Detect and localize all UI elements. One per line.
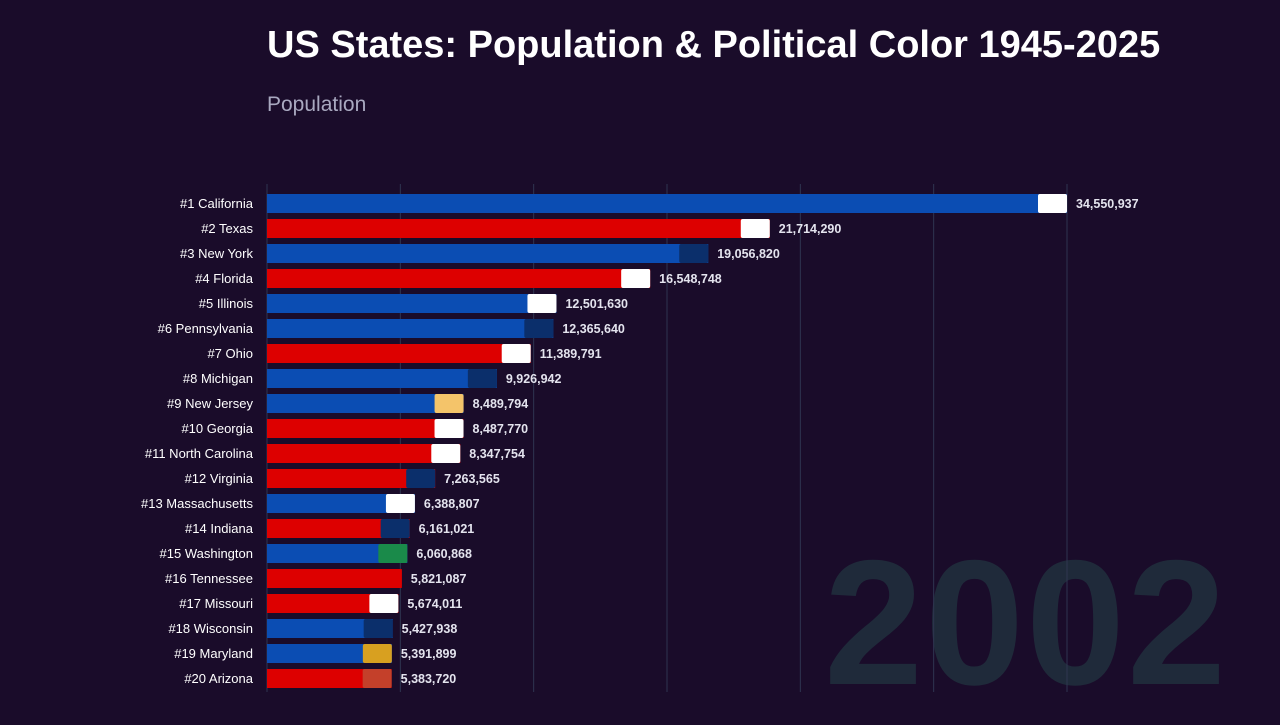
bar-label: #12 Virginia	[185, 471, 254, 486]
bar	[267, 344, 531, 363]
flag-icon	[431, 444, 461, 463]
bar-label: #13 Massachusetts	[141, 496, 254, 511]
bar	[267, 419, 464, 438]
flag-icon	[362, 669, 392, 688]
value-label: 6,388,807	[424, 497, 480, 511]
bar-label: #19 Maryland	[174, 646, 253, 661]
bar-label: #5 Illinois	[199, 296, 254, 311]
flag-icon	[467, 369, 497, 388]
value-label: 5,383,720	[401, 672, 457, 686]
flag-icon	[501, 344, 531, 363]
flag-icon	[372, 569, 402, 588]
bar-label: #17 Missouri	[179, 596, 253, 611]
bar-label: #7 Ohio	[207, 346, 253, 361]
value-label: 7,263,565	[444, 472, 500, 486]
bar-label: #8 Michigan	[183, 371, 253, 386]
year-label: 2002	[824, 523, 1228, 722]
bar	[267, 544, 408, 563]
value-label: 12,365,640	[562, 322, 625, 336]
bar-label: #16 Tennessee	[165, 571, 253, 586]
flag-icon	[378, 544, 408, 563]
value-label: 8,489,794	[473, 397, 529, 411]
flag-icon	[740, 219, 770, 238]
value-label: 5,427,938	[402, 622, 458, 636]
bar	[267, 244, 709, 263]
bar	[267, 444, 461, 463]
bar	[267, 369, 497, 388]
bar	[267, 269, 651, 288]
bar	[267, 469, 436, 488]
bar-label: #14 Indiana	[185, 521, 254, 536]
value-label: 5,821,087	[411, 572, 467, 586]
value-label: 34,550,937	[1076, 197, 1139, 211]
bar	[267, 669, 392, 688]
flag-icon	[434, 394, 464, 413]
flag-icon	[406, 469, 436, 488]
flag-icon	[362, 644, 392, 663]
bar	[267, 644, 392, 663]
flag-icon	[679, 244, 709, 263]
bar	[267, 219, 770, 238]
bar-label: #3 New York	[180, 246, 253, 261]
value-label: 6,060,868	[416, 547, 472, 561]
value-label: 5,391,899	[401, 647, 457, 661]
flag-icon	[434, 419, 464, 438]
bar-label: #4 Florida	[195, 271, 254, 286]
bar	[267, 519, 410, 538]
bar	[267, 394, 464, 413]
bar-label: #6 Pennsylvania	[158, 321, 254, 336]
value-label: 8,347,754	[469, 447, 525, 461]
value-label: 8,487,770	[473, 422, 529, 436]
flag-icon	[1038, 194, 1067, 213]
bar	[267, 619, 393, 638]
value-label: 5,674,011	[407, 597, 462, 611]
value-label: 12,501,630	[565, 297, 628, 311]
value-label: 6,161,021	[419, 522, 475, 536]
flag-icon	[385, 494, 415, 513]
bar-label: #10 Georgia	[181, 421, 253, 436]
bar	[267, 569, 402, 588]
chart-subtitle: Population	[267, 93, 367, 116]
bar	[267, 594, 399, 613]
bar-label: #18 Wisconsin	[168, 621, 253, 636]
bar	[267, 194, 1067, 213]
flag-icon	[369, 594, 399, 613]
bar-label: #15 Washington	[160, 546, 253, 561]
flag-icon	[524, 319, 554, 338]
flag-icon	[363, 619, 393, 638]
value-label: 19,056,820	[717, 247, 780, 261]
bar-label: #11 North Carolina	[145, 446, 254, 461]
flag-icon	[380, 519, 410, 538]
chart-title: US States: Population & Political Color …	[267, 24, 1161, 66]
flag-icon	[527, 294, 557, 313]
bar	[267, 319, 554, 338]
value-label: 11,389,791	[540, 347, 602, 361]
bar-label: #9 New Jersey	[167, 396, 253, 411]
bar	[267, 494, 415, 513]
bar	[267, 294, 557, 313]
value-label: 21,714,290	[779, 222, 842, 236]
value-label: 9,926,942	[506, 372, 562, 386]
bar-label: #1 California	[180, 196, 254, 211]
value-label: 16,548,748	[659, 272, 722, 286]
bar-label: #2 Texas	[201, 221, 253, 236]
flag-icon	[621, 269, 651, 288]
bar-label: #20 Arizona	[184, 671, 253, 686]
